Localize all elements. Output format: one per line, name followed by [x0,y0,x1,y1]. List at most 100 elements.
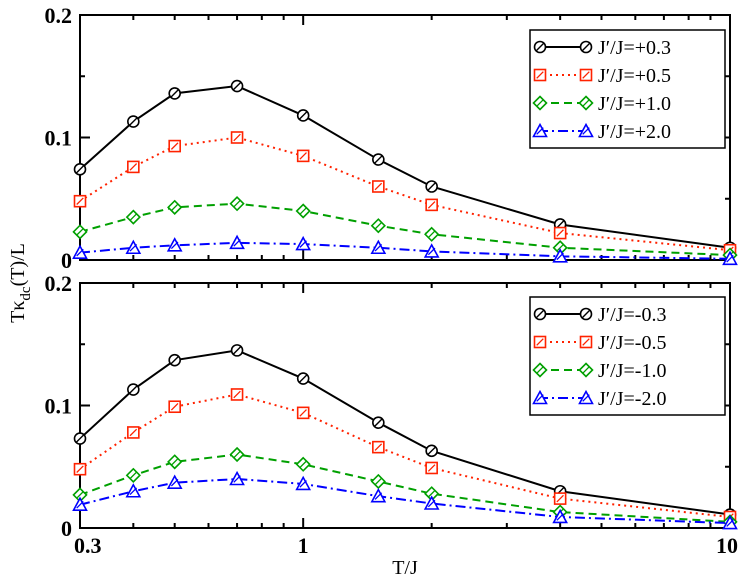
top-data-point-hatch [170,89,180,98]
top-series-0 [73,79,737,255]
bottom-data-point-hatch [374,477,383,486]
top-legend-label: J′/J=+1.0 [598,93,671,115]
top-data-point-hatch [76,248,84,257]
top-legend-marker-hatch [582,71,590,79]
bottom-data-point-hatch [129,487,138,496]
bottom-data-point-hatch [232,346,242,355]
xtick-label: 10 [716,533,738,558]
bottom-legend-entry: J′/J=-0.3 [533,304,666,326]
bottom-data-point-hatch [170,402,179,411]
top-data-point-hatch [76,228,84,236]
top-ytick-label: 0.2 [45,3,73,28]
bottom-data-point-hatch [170,458,179,466]
top-data-point-hatch [170,241,179,250]
top-series-2 [72,196,738,263]
bottom-data-point-hatch [298,374,308,383]
top-data-point-hatch [374,182,383,191]
bottom-data-point-hatch [76,500,84,509]
bottom-legend-label: J′/J=-0.3 [598,304,666,326]
top-legend-label: J′/J=+0.5 [598,65,671,87]
top-legend-entry: J′/J=+1.0 [532,93,671,115]
top-data-point-hatch [232,81,242,91]
top-legend-box [529,29,726,149]
top-data-point-hatch [129,213,138,221]
bottom-data-point-hatch [170,478,179,487]
top-data-point-hatch [75,165,85,174]
bottom-data-point-hatch [76,491,84,499]
bottom-data-point-hatch [299,409,307,417]
bottom-panel: 0 0.1 0.2 J′/J=-0.3 J′/J=-0.5 J′/J=-1.0 J′/J=-… [45,271,738,541]
bottom-legend-label: J′/J=-0.5 [598,332,666,354]
top-data-point-hatch [170,142,179,150]
top-data-point-hatch [128,117,138,126]
chart-marks: 00.10.2J′/J=+0.3J′/J=+0.5J′/J=+1.0J′/J=+… [45,3,739,558]
top-ytick-label: 0 [61,248,72,273]
top-data-point-hatch [129,243,138,252]
bottom-ytick-label: 0.1 [45,394,73,419]
bottom-series-3 [72,470,738,530]
bottom-legend-marker-hatch [582,394,590,402]
top-data-point-hatch [233,199,241,208]
bottom-legend-marker-hatch [535,309,545,319]
bottom-data-point-hatch [427,446,437,456]
top-data-point-hatch [374,243,383,252]
bottom-data-point-hatch [299,480,307,488]
top-data-point-hatch [76,197,84,205]
top-data-point-hatch [427,201,436,209]
bottom-legend-label: J′/J=-1.0 [598,360,666,382]
top-data-point-hatch [299,207,307,215]
top-data-point-hatch [374,221,383,230]
top-data-point-hatch [427,247,436,256]
bottom-data-point-hatch [556,494,564,503]
top-data-point-hatch [299,240,307,248]
bottom-data-point-hatch [128,385,138,394]
bottom-data-point-hatch [427,464,436,472]
top-ytick-label: 0.1 [45,126,73,151]
top-series-3 [72,234,738,266]
bottom-series-line [79,453,731,523]
bottom-data-point-hatch [129,428,138,437]
bottom-data-point-hatch [76,465,84,473]
bottom-legend-label: J′/J=-2.0 [598,388,666,410]
top-data-point-hatch [170,203,179,212]
bottom-legend-entry: J′/J=-1.0 [532,360,666,382]
top-data-point-hatch [556,229,564,237]
top-data-point-hatch [299,152,307,160]
bottom-data-point-hatch [556,513,564,521]
top-data-point-hatch [427,230,436,239]
bottom-data-point-hatch [233,390,241,399]
bottom-data-point-hatch [233,450,241,459]
bottom-legend-marker-hatch [536,338,544,346]
y-axis-label: Tκdc(T)/L [7,243,34,323]
bottom-data-point-hatch [374,443,383,451]
top-data-point-hatch [233,239,241,247]
top-data-point-hatch [427,182,437,191]
bottom-ytick-label: 0.2 [45,271,73,296]
top-series-line [79,136,731,252]
top-legend-marker-hatch [582,127,590,135]
bottom-legend-marker-hatch [582,338,590,346]
bottom-legend-marker-hatch [536,366,544,374]
top-data-point-hatch [556,252,564,261]
bottom-data-point-hatch [233,475,241,483]
top-data-point-hatch [129,163,138,171]
top-series-1 [73,131,737,257]
bottom-data-point-hatch [427,489,436,498]
top-legend-entry: J′/J=+0.5 [533,65,671,87]
top-legend: J′/J=+0.3 J′/J=+0.5 J′/J=+1.0 J′/J=+2.0 [529,29,726,149]
top-legend-marker-hatch [536,127,544,135]
top-data-point-hatch [233,133,241,142]
top-data-point-hatch [298,111,308,120]
bottom-legend-entry: J′/J=-0.5 [533,332,666,354]
top-data-point-hatch [726,255,734,263]
bottom-data-point-hatch [299,460,307,469]
bottom-ytick-label: 0 [61,516,72,541]
top-legend-entry: J′/J=+0.3 [533,37,671,59]
bottom-legend-entry: J′/J=-2.0 [532,388,666,410]
bottom-legend-marker-hatch [582,366,590,374]
top-legend-marker-hatch [582,99,590,107]
bottom-legend-box [529,296,726,416]
bottom-data-point-hatch [726,519,734,527]
